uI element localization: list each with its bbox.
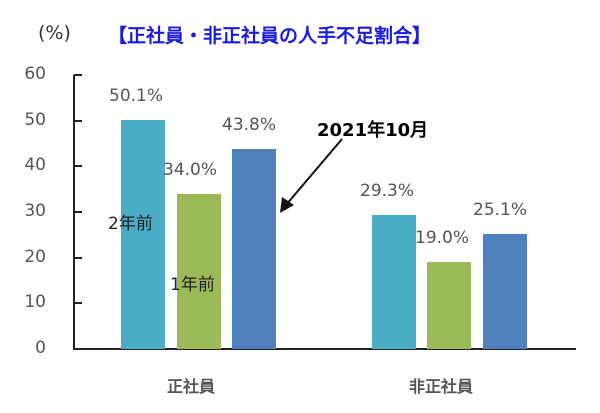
y-tick-label: 0 — [35, 338, 46, 358]
bar — [177, 193, 221, 349]
series-label-1-year-ago: 1年前 — [170, 275, 215, 295]
category-label-regular: 正社員 — [167, 377, 216, 396]
bar — [232, 148, 276, 349]
y-tick-mark — [74, 74, 82, 76]
y-tick-label: 20 — [24, 246, 46, 267]
value-label: 43.8% — [222, 114, 277, 135]
y-tick-label: 30 — [24, 201, 46, 221]
arrow-icon — [280, 138, 343, 213]
y-tick-mark — [74, 256, 82, 259]
y-tick-mark — [74, 302, 82, 305]
chart-title: 【正社員・非正社員の人手不足割合】 — [108, 25, 432, 47]
y-tick-label: 40 — [24, 155, 46, 176]
category-label-non-regular: 非正社員 — [409, 377, 474, 396]
value-label: 50.1% — [109, 86, 164, 107]
y-tick-label: 60 — [24, 64, 46, 84]
y-tick-mark — [74, 119, 82, 122]
value-label: 19.0% — [415, 228, 470, 249]
series-label-2-years-ago: 2年前 — [108, 214, 153, 234]
bar — [483, 234, 527, 349]
value-label: 34.0% — [163, 159, 218, 180]
value-label: 29.3% — [360, 181, 415, 202]
y-tick-mark — [74, 211, 82, 213]
y-unit-label: (%) — [38, 22, 71, 44]
value-label: 25.1% — [473, 200, 528, 221]
y-tick-label: 10 — [24, 292, 46, 313]
annotation-2021-oct: 2021年10月 — [317, 120, 429, 141]
y-tick-mark — [74, 165, 82, 168]
bar — [372, 215, 416, 349]
bar — [121, 120, 165, 349]
bar — [427, 262, 471, 349]
x-axis — [73, 348, 576, 350]
y-tick-label: 50 — [24, 109, 46, 130]
